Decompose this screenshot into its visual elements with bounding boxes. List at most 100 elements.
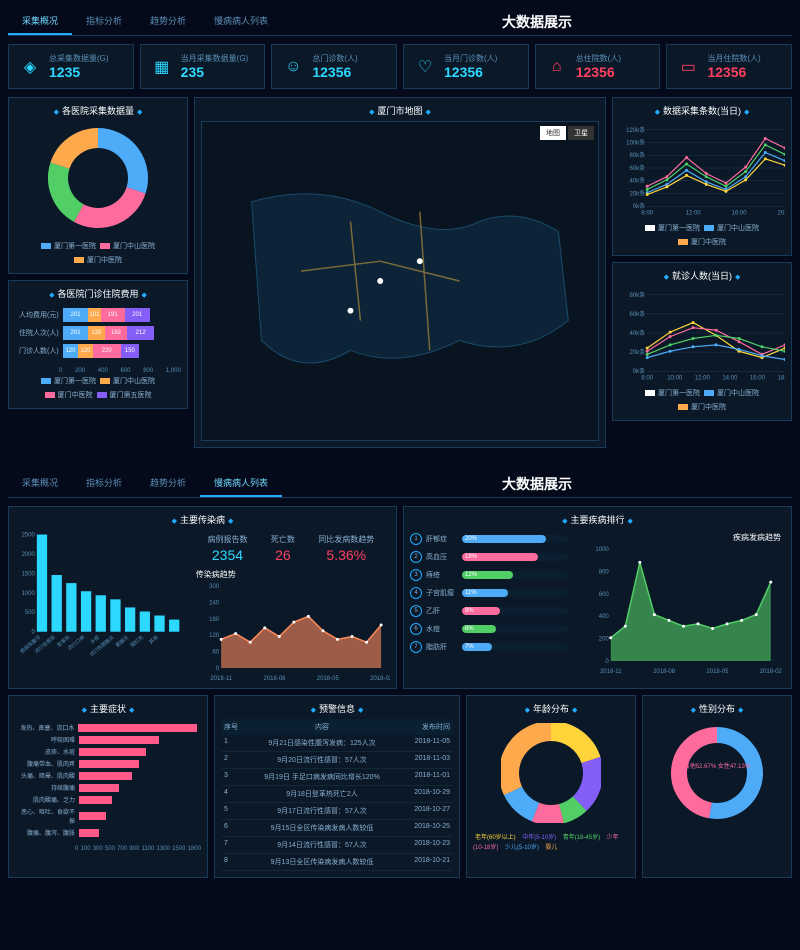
svg-text:40k条: 40k条 (629, 177, 645, 185)
svg-text:16:00: 16:00 (750, 375, 766, 381)
svg-text:12:00: 12:00 (686, 210, 702, 216)
svg-text:2018-02: 2018-02 (759, 669, 782, 675)
alert-row: 59月17日流行性感冒：57人次2018-10-27 (221, 803, 453, 820)
kpi-icon: ☺ (282, 56, 304, 78)
svg-text:400: 400 (598, 614, 609, 620)
svg-text:14:00: 14:00 (722, 375, 738, 381)
map-btn-sat[interactable]: 卫星 (568, 126, 594, 140)
svg-text:流行性腮腺炎: 流行性腮腺炎 (88, 634, 115, 658)
svg-text:40k条: 40k条 (629, 329, 645, 337)
svg-text:8:00: 8:00 (641, 375, 653, 381)
svg-text:1500: 1500 (22, 571, 36, 577)
tabs-top: 采集概况指标分析趋势分析慢病病人列表 (8, 8, 282, 35)
tab-2[interactable]: 趋势分析 (136, 8, 200, 35)
svg-text:80k条: 80k条 (629, 291, 645, 299)
tab-1[interactable]: 指标分析 (72, 8, 136, 35)
kpi: ♡当月门诊数(人)12356 (403, 44, 529, 89)
svg-text:240: 240 (209, 600, 220, 606)
svg-text:0k条: 0k条 (633, 367, 645, 375)
svg-text:60: 60 (212, 650, 219, 656)
svg-text:0: 0 (605, 659, 609, 665)
svg-text:8:00: 8:00 (641, 210, 653, 216)
gender-panel: 性别分布 其他52.67% 女性47.13% (642, 695, 792, 878)
svg-text:0: 0 (216, 666, 220, 672)
svg-text:60k条: 60k条 (629, 310, 645, 318)
alert-row: 29月20日流行性感冒：57人次2018-11-03 (221, 752, 453, 769)
symptom-panel: 主要症状 发热、鼻塞、流口水呼吸困难皮疹、水痘腹痛带血、肌肉疼头痛、暗晕、肌肉酸… (8, 695, 208, 878)
svg-text:2018-05: 2018-05 (706, 669, 729, 675)
svg-text:2018-11: 2018-11 (599, 669, 621, 675)
line2-panel: 就诊人数(当日) 80k条60k条40k条20k条0k条8:0010:0012:… (612, 262, 792, 421)
alert-row: 79月14日流行性感冒：57人次2018-10-23 (221, 837, 453, 854)
kpi-icon: ▭ (677, 56, 699, 78)
main-title: 大数据展示 (282, 12, 792, 32)
svg-text:20k条: 20k条 (629, 189, 645, 197)
svg-text:500: 500 (25, 610, 36, 616)
svg-text:水痘: 水痘 (89, 634, 101, 646)
svg-text:600: 600 (598, 592, 609, 598)
svg-text:猩红热: 猩红热 (129, 634, 145, 649)
age-panel: 年龄分布 老年(60岁以上) 中年(5-10岁) 青年(18-45岁) 少年(1… (466, 695, 636, 878)
svg-text:80k条: 80k条 (629, 151, 645, 159)
svg-text:12:00: 12:00 (695, 375, 711, 381)
svg-text:0k条: 0k条 (633, 202, 645, 210)
svg-text:腮腺炎: 腮腺炎 (114, 634, 130, 649)
alert-row: 49月18日登革热死亡2人2018-10-29 (221, 786, 453, 803)
header: 采集概况指标分析趋势分析慢病病人列表 大数据展示 (8, 8, 792, 36)
tab-3[interactable]: 慢病病人列表 (200, 470, 282, 497)
svg-text:20:00: 20:00 (777, 210, 785, 216)
kpi-icon: ⌂ (546, 56, 568, 78)
svg-text:1000: 1000 (22, 591, 36, 597)
svg-text:2500: 2500 (22, 532, 36, 538)
disease-panel: 主要传染病 25002000150010005000感染性腹泻流行性感冒登革热流… (8, 506, 397, 689)
alert-row: 39月19日 手足口病发病同比增长120%2018-11-01 (221, 769, 453, 786)
map-area[interactable]: 地图 卫星 (201, 121, 599, 441)
map-panel: 厦门市地图 地图 卫星 (194, 97, 606, 448)
svg-text:2000: 2000 (22, 552, 36, 558)
svg-text:2018-08: 2018-08 (263, 676, 286, 682)
donut-panel: 各医院采集数据量 厦门第一医院厦门中山医院厦门中医院 (8, 97, 188, 274)
kpi: ◈总采集数据量(G)1235 (8, 44, 134, 89)
svg-text:0: 0 (32, 630, 36, 636)
kpi-icon: ▦ (151, 56, 173, 78)
kpi-row: ◈总采集数据量(G)1235▦当月采集数据量(G)235☺总门诊数(人)1235… (8, 44, 792, 89)
svg-text:流行口病: 流行口病 (66, 634, 86, 652)
tab-0[interactable]: 采集概况 (8, 470, 72, 497)
svg-text:200: 200 (598, 637, 609, 643)
tab-3[interactable]: 慢病病人列表 (200, 8, 282, 35)
svg-text:120: 120 (209, 633, 220, 639)
svg-text:180: 180 (209, 617, 220, 623)
svg-text:其他: 其他 (148, 634, 160, 646)
tab-2[interactable]: 趋势分析 (136, 470, 200, 497)
rank-panel: 主要疾病排行 1肝郁症20%2高血压18%3痔疮12%4子宫肌瘤11%5乙肝9%… (403, 506, 792, 689)
map-btn-map[interactable]: 地图 (540, 126, 566, 140)
svg-text:800: 800 (598, 569, 609, 575)
svg-text:2018-08: 2018-08 (653, 669, 676, 675)
hbar-panel: 各医院门诊住院费用 人均费用(元)201101191201住院人次(人)2011… (8, 280, 188, 409)
kpi: ▭当月住院数(人)12356 (666, 44, 792, 89)
svg-text:120k条: 120k条 (626, 126, 645, 134)
svg-text:2018-05: 2018-05 (317, 676, 340, 682)
kpi: ☺总门诊数(人)12356 (271, 44, 397, 89)
tabs-bottom: 采集概况指标分析趋势分析慢病病人列表 (8, 470, 282, 497)
svg-text:100k条: 100k条 (626, 139, 645, 147)
alert-row: 19月21日感染性腹泻发病：125人次2018-11-05 (221, 735, 453, 752)
tab-1[interactable]: 指标分析 (72, 470, 136, 497)
svg-text:1000: 1000 (595, 547, 609, 553)
kpi: ⌂总住院数(人)12356 (535, 44, 661, 89)
svg-text:16:00: 16:00 (732, 210, 748, 216)
svg-text:10:00: 10:00 (667, 375, 683, 381)
dashboard-bottom: 采集概况指标分析趋势分析慢病病人列表 大数据展示 主要传染病 250020001… (0, 462, 800, 886)
alert-row: 69月15日全区传染病发病人数较低2018-10-25 (221, 820, 453, 837)
tab-0[interactable]: 采集概况 (8, 8, 72, 35)
kpi: ▦当月采集数据量(G)235 (140, 44, 266, 89)
line1-panel: 数据采集条数(当日) 120k条100k条80k条60k条40k条20k条0k条… (612, 97, 792, 256)
svg-text:300: 300 (209, 584, 220, 590)
alert-panel: 预警信息 序号内容发布时间19月21日感染性腹泻发病：125人次2018-11-… (214, 695, 460, 878)
svg-text:20k条: 20k条 (629, 348, 645, 356)
alert-row: 89月13日全区传染病发病人数较低2018-10-21 (221, 854, 453, 871)
kpi-icon: ◈ (19, 56, 41, 78)
kpi-icon: ♡ (414, 56, 436, 78)
svg-text:60k条: 60k条 (629, 164, 645, 172)
svg-text:2018-02: 2018-02 (370, 676, 390, 682)
